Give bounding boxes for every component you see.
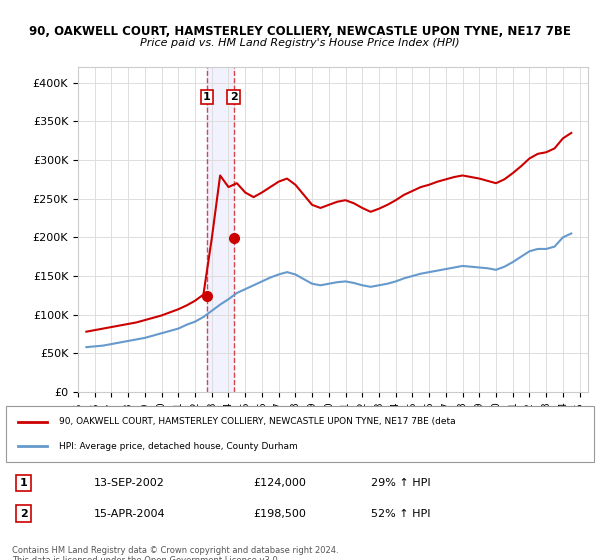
Text: 90, OAKWELL COURT, HAMSTERLEY COLLIERY, NEWCASTLE UPON TYNE, NE17 7BE: 90, OAKWELL COURT, HAMSTERLEY COLLIERY, … xyxy=(29,25,571,38)
FancyBboxPatch shape xyxy=(6,406,594,462)
Text: £124,000: £124,000 xyxy=(253,478,306,488)
Text: Price paid vs. HM Land Registry's House Price Index (HPI): Price paid vs. HM Land Registry's House … xyxy=(140,38,460,48)
Text: 52% ↑ HPI: 52% ↑ HPI xyxy=(371,508,430,519)
Bar xyxy=(207,67,233,392)
Text: 1: 1 xyxy=(20,478,28,488)
Text: 90, OAKWELL COURT, HAMSTERLEY COLLIERY, NEWCASTLE UPON TYNE, NE17 7BE (deta: 90, OAKWELL COURT, HAMSTERLEY COLLIERY, … xyxy=(59,417,455,426)
Text: HPI: Average price, detached house, County Durham: HPI: Average price, detached house, Coun… xyxy=(59,442,298,451)
Text: 29% ↑ HPI: 29% ↑ HPI xyxy=(371,478,430,488)
Text: 2: 2 xyxy=(230,92,238,102)
Text: 13-SEP-2002: 13-SEP-2002 xyxy=(94,478,165,488)
Text: Contains HM Land Registry data © Crown copyright and database right 2024.
This d: Contains HM Land Registry data © Crown c… xyxy=(12,546,338,560)
Text: 15-APR-2004: 15-APR-2004 xyxy=(94,508,166,519)
Text: £198,500: £198,500 xyxy=(253,508,306,519)
Text: 1: 1 xyxy=(203,92,211,102)
Text: 2: 2 xyxy=(20,508,28,519)
